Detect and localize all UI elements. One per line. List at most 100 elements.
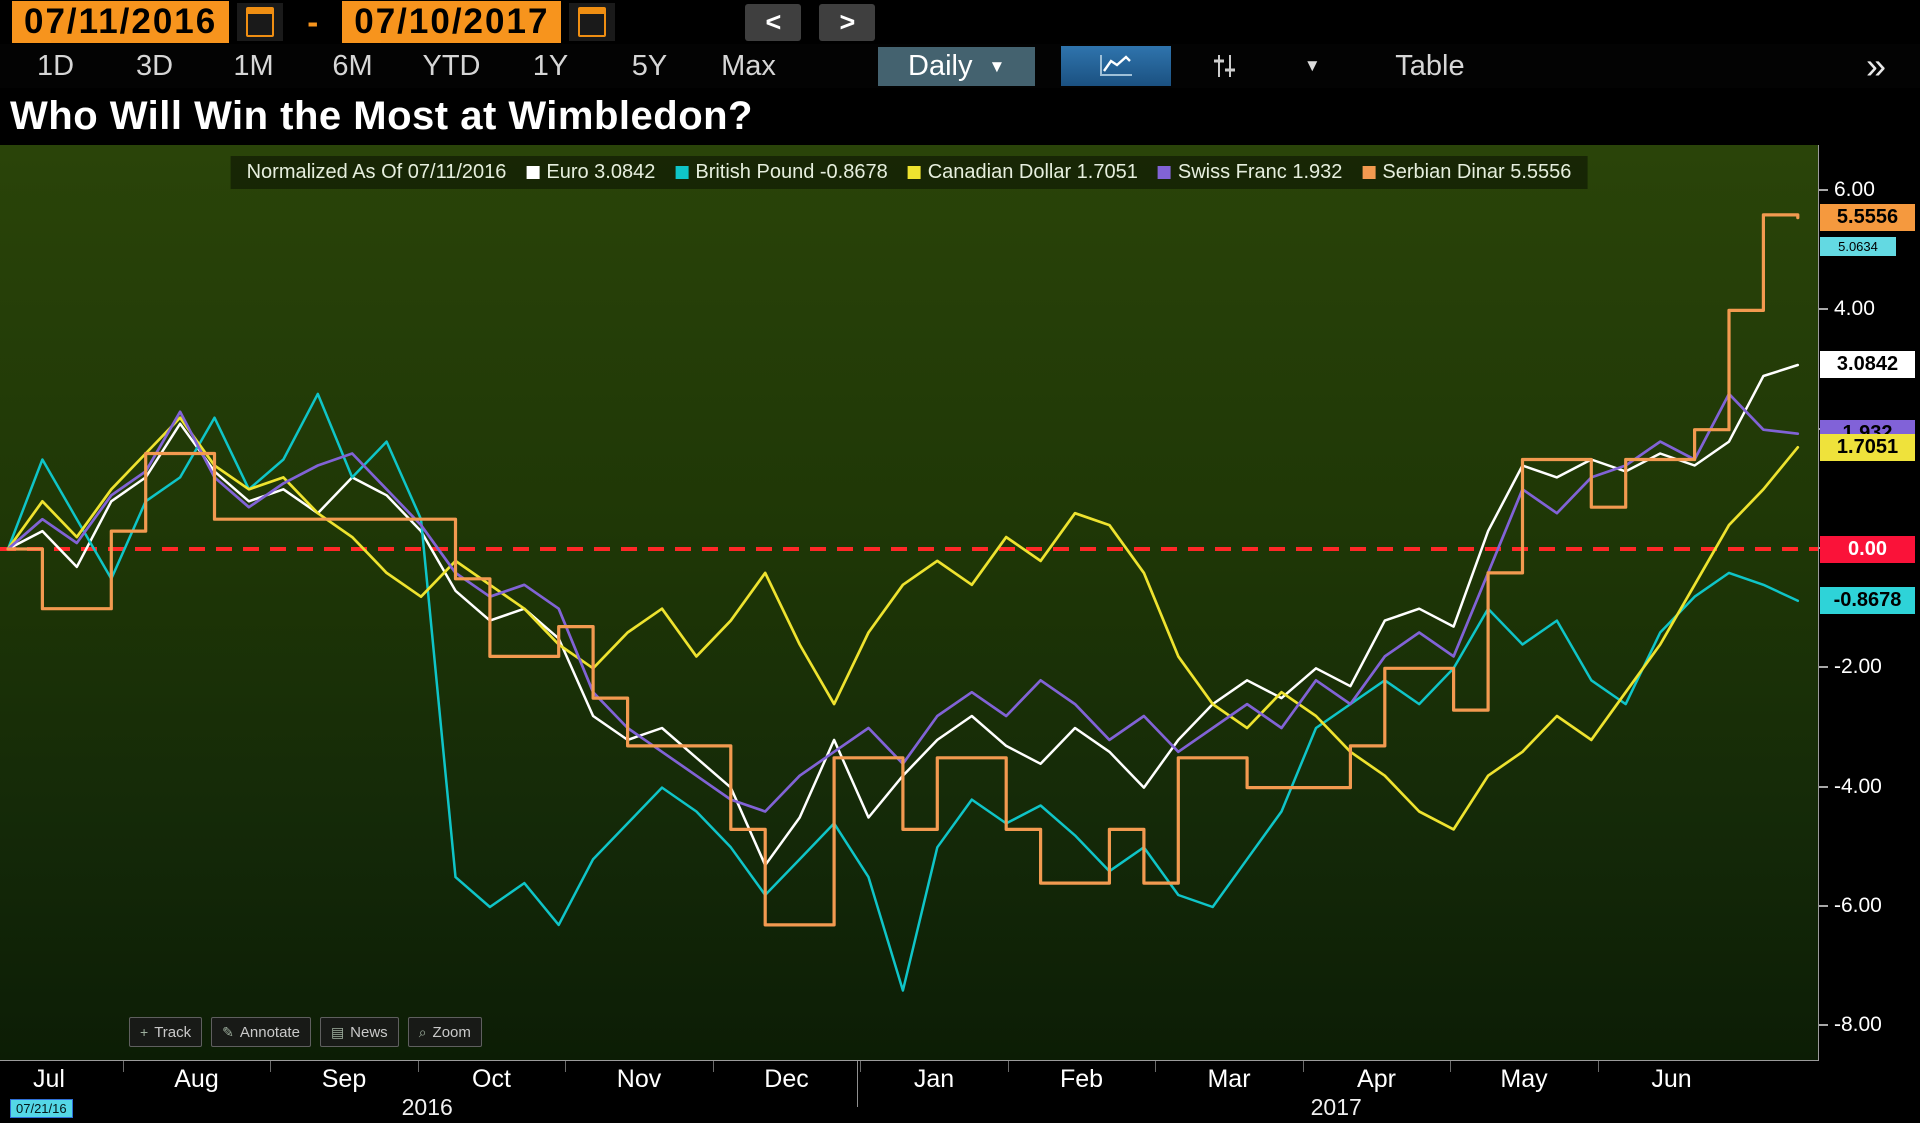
chart-tool-zoom[interactable]: ⌕ Zoom [407,1017,482,1047]
table-view-button[interactable]: Table [1395,49,1465,82]
x-year-label: 2017 [1310,1094,1362,1120]
y-tick-label: -4.00 [1819,775,1882,799]
legend-label: British Pound -0.8678 [695,161,888,183]
period-button-6m[interactable]: 6M [332,49,373,82]
x-month-label: Jun [1651,1065,1692,1093]
period-button-1m[interactable]: 1M [233,49,274,82]
x-axis-tick [860,1061,862,1072]
x-month-label: May [1500,1065,1548,1093]
x-axis-tick [1597,1061,1599,1072]
chart-tool-buttons: + Track ✎ Annotate ▤ News ⌕ Zoom [129,1017,482,1047]
series-line-canadian-dollar [6,416,1800,831]
range-back-button[interactable]: < [745,3,802,41]
last-value-badge: 0.00 [1820,535,1915,563]
tick-mark [1819,904,1828,907]
cursor-date-chip: 07/21/16 [10,1099,73,1118]
series-line-swiss-franc [6,392,1800,813]
x-year-label: 2016 [401,1094,453,1120]
chart-title: Who Will Win the Most at Wimbledon? [10,94,753,138]
period-button-1y[interactable]: 1Y [532,49,569,82]
year-separator-line [857,1061,858,1107]
x-axis-tick [1302,1061,1304,1072]
tick-mark [1819,189,1828,192]
x-month-label: Jul [33,1065,65,1093]
y-tick-text: 6.00 [1834,178,1875,202]
period-button-3d[interactable]: 3D [135,49,174,82]
legend-item-euro[interactable]: Euro 3.0842 [526,161,655,184]
x-axis-tick [1155,1061,1157,1072]
track-icon: + [140,1024,149,1040]
tick-mark [1819,1024,1828,1027]
frequency-dropdown[interactable]: Daily ▼ [878,46,1036,86]
legend-item-canadian-dollar[interactable]: Canadian Dollar 1.7051 [907,161,1138,184]
legend-swatch-icon [1157,166,1171,179]
x-axis-tick [1007,1061,1009,1072]
series-line-british-pound [6,392,1800,992]
x-month-label: Apr [1357,1065,1396,1093]
end-date-calendar-button[interactable] [569,3,616,41]
legend-swatch-icon [1362,166,1376,179]
legend-title: Normalized As Of 07/11/2016 [246,161,507,183]
date-range-bar: 07/11/2016 - 07/10/2017 < > [0,0,1920,44]
line-chart-type-button[interactable] [1061,46,1172,86]
y-tick-label: 4.00 [1819,297,1875,321]
frequency-value: Daily [908,49,973,82]
chart-plot[interactable]: Normalized As Of 07/11/2016 Euro 3.0842 B… [0,145,1819,1061]
x-month-label: Aug [174,1065,219,1093]
y-tick-text: -4.00 [1834,774,1882,798]
x-month-label: Oct [472,1065,511,1093]
period-button-ytd[interactable]: YTD [422,49,481,82]
chart-settings-button[interactable] [1187,46,1261,86]
series-line-serbian-dinar [6,213,1800,927]
expand-toolbar-button[interactable]: » [1865,45,1886,86]
tool-label: Track [154,1023,192,1041]
tool-label: News [350,1023,388,1041]
x-month-label: Dec [764,1065,809,1093]
y-tick-label: -8.00 [1819,1013,1882,1037]
chart-tool-track[interactable]: + Track [129,1017,203,1047]
start-date-field[interactable]: 07/11/2016 [12,1,230,43]
x-axis-tick [122,1061,124,1072]
chart-tool-news[interactable]: ▤ News [319,1017,399,1047]
series-canvas[interactable] [0,145,1818,1060]
last-value-badge: 5.0634 [1820,237,1896,257]
legend-swatch-icon [526,166,540,179]
last-value-badge: 3.0842 [1820,351,1915,379]
y-tick-label: 6.00 [1819,178,1875,202]
legend-item-british-pound[interactable]: British Pound -0.8678 [675,161,888,184]
y-tick-text: -8.00 [1834,1013,1882,1037]
x-month-label: Mar [1207,1065,1251,1093]
x-axis-tick [1450,1061,1452,1072]
x-month-label: Nov [616,1065,662,1093]
last-value-badge: 1.7051 [1820,433,1915,461]
y-axis: 6.004.002.000.00-2.00-4.00-6.00-8.005.55… [1819,145,1920,1060]
period-button-5y[interactable]: 5Y [631,49,668,82]
range-forward-button[interactable]: > [819,3,876,41]
news-icon: ▤ [330,1023,345,1040]
x-month-label: Feb [1059,1065,1104,1093]
start-date-calendar-button[interactable] [237,3,284,41]
legend-swatch-icon [907,166,921,179]
period-button-1d[interactable]: 1D [36,49,75,82]
x-axis-tick [417,1061,419,1072]
legend-swatch-icon [675,166,689,179]
last-value-badge: 5.5556 [1820,204,1915,232]
chart-tool-annotate[interactable]: ✎ Annotate [211,1017,311,1047]
tick-mark [1819,785,1828,788]
line-chart-icon [1100,55,1133,76]
x-axis: Jul Aug Sep Oct Nov Dec Jan Feb Mar Apr May Jun 2016… [0,1061,1819,1123]
calendar-icon [246,7,275,37]
y-tick-text: -2.00 [1834,655,1882,679]
legend-item-swiss-franc[interactable]: Swiss Franc 1.932 [1157,161,1342,184]
legend-item-serbian-dinar[interactable]: Serbian Dinar 5.5556 [1362,161,1571,184]
date-range-separator: - [307,3,319,40]
tick-mark [1819,308,1828,311]
legend-label: Euro 3.0842 [546,161,656,183]
y-tick-text: 4.00 [1834,297,1875,321]
period-button-max[interactable]: Max [721,49,776,82]
chart-type-dropdown[interactable]: ▼ [1303,56,1321,75]
x-axis-tick [712,1061,714,1072]
end-date-field[interactable]: 07/10/2017 [342,1,562,43]
legend-label: Canadian Dollar 1.7051 [927,161,1138,183]
x-month-label: Sep [321,1065,367,1093]
